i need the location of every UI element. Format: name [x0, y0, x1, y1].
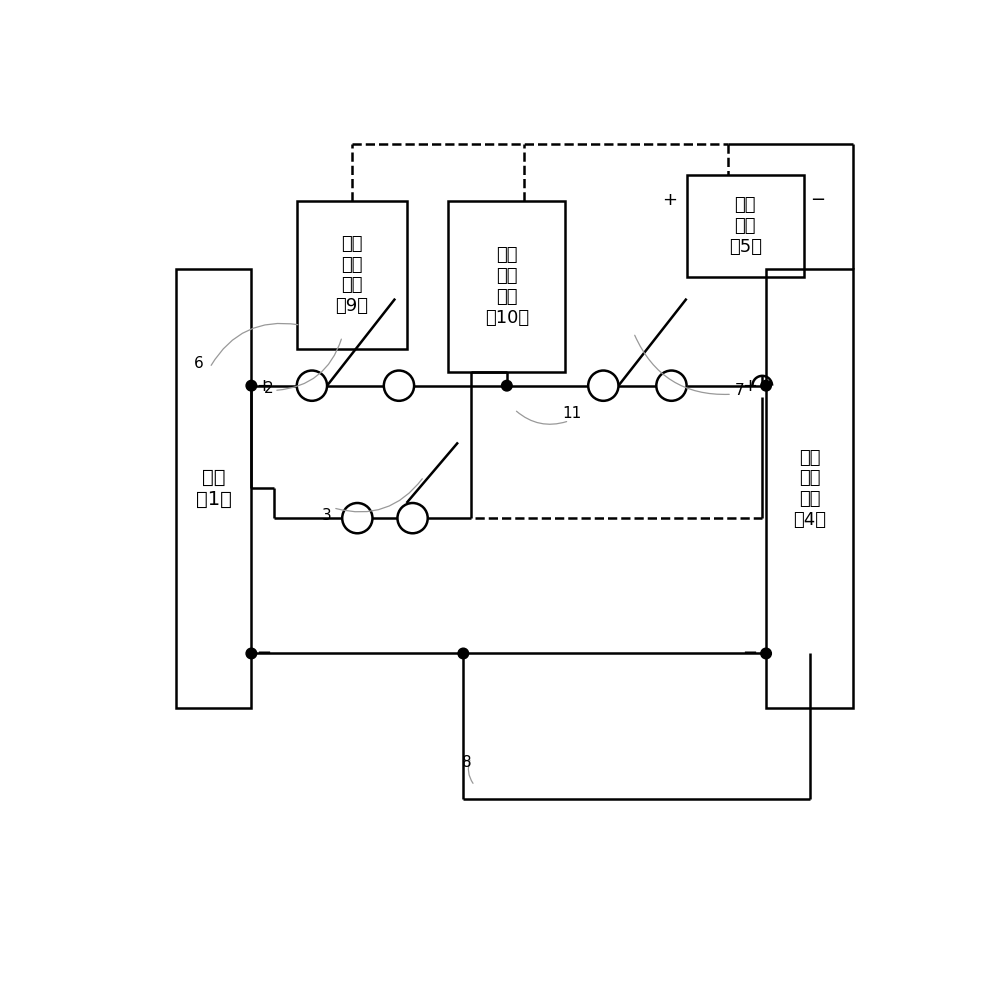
Text: 2: 2: [264, 380, 274, 396]
Circle shape: [246, 380, 257, 391]
Text: 7: 7: [735, 383, 744, 398]
Text: 电池
（1）: 电池 （1）: [196, 468, 231, 509]
Text: −: −: [256, 645, 271, 663]
Bar: [766, 269, 853, 709]
Text: +: +: [742, 376, 757, 395]
Bar: [687, 175, 804, 277]
Text: 6: 6: [194, 357, 203, 372]
Text: +: +: [662, 192, 677, 209]
Text: 3: 3: [322, 508, 332, 523]
Text: 11: 11: [562, 406, 581, 421]
Bar: [297, 202, 407, 349]
Bar: [448, 202, 565, 372]
Text: 钒匙
开关
模块
（9）: 钒匙 开关 模块 （9）: [335, 235, 368, 316]
Text: 整车
控制
模块
（10）: 整车 控制 模块 （10）: [485, 246, 529, 326]
Bar: [176, 269, 251, 709]
Text: −: −: [810, 192, 825, 209]
Circle shape: [761, 648, 771, 659]
Text: 电源
管理
模块
（4）: 电源 管理 模块 （4）: [793, 448, 826, 529]
Circle shape: [246, 648, 257, 659]
Text: −: −: [742, 645, 757, 663]
Circle shape: [761, 380, 771, 391]
Text: 8: 8: [462, 755, 472, 771]
Circle shape: [458, 648, 469, 659]
Text: +: +: [256, 376, 271, 395]
Circle shape: [502, 380, 512, 391]
Text: 低压
负载
（5）: 低压 负载 （5）: [729, 196, 762, 256]
